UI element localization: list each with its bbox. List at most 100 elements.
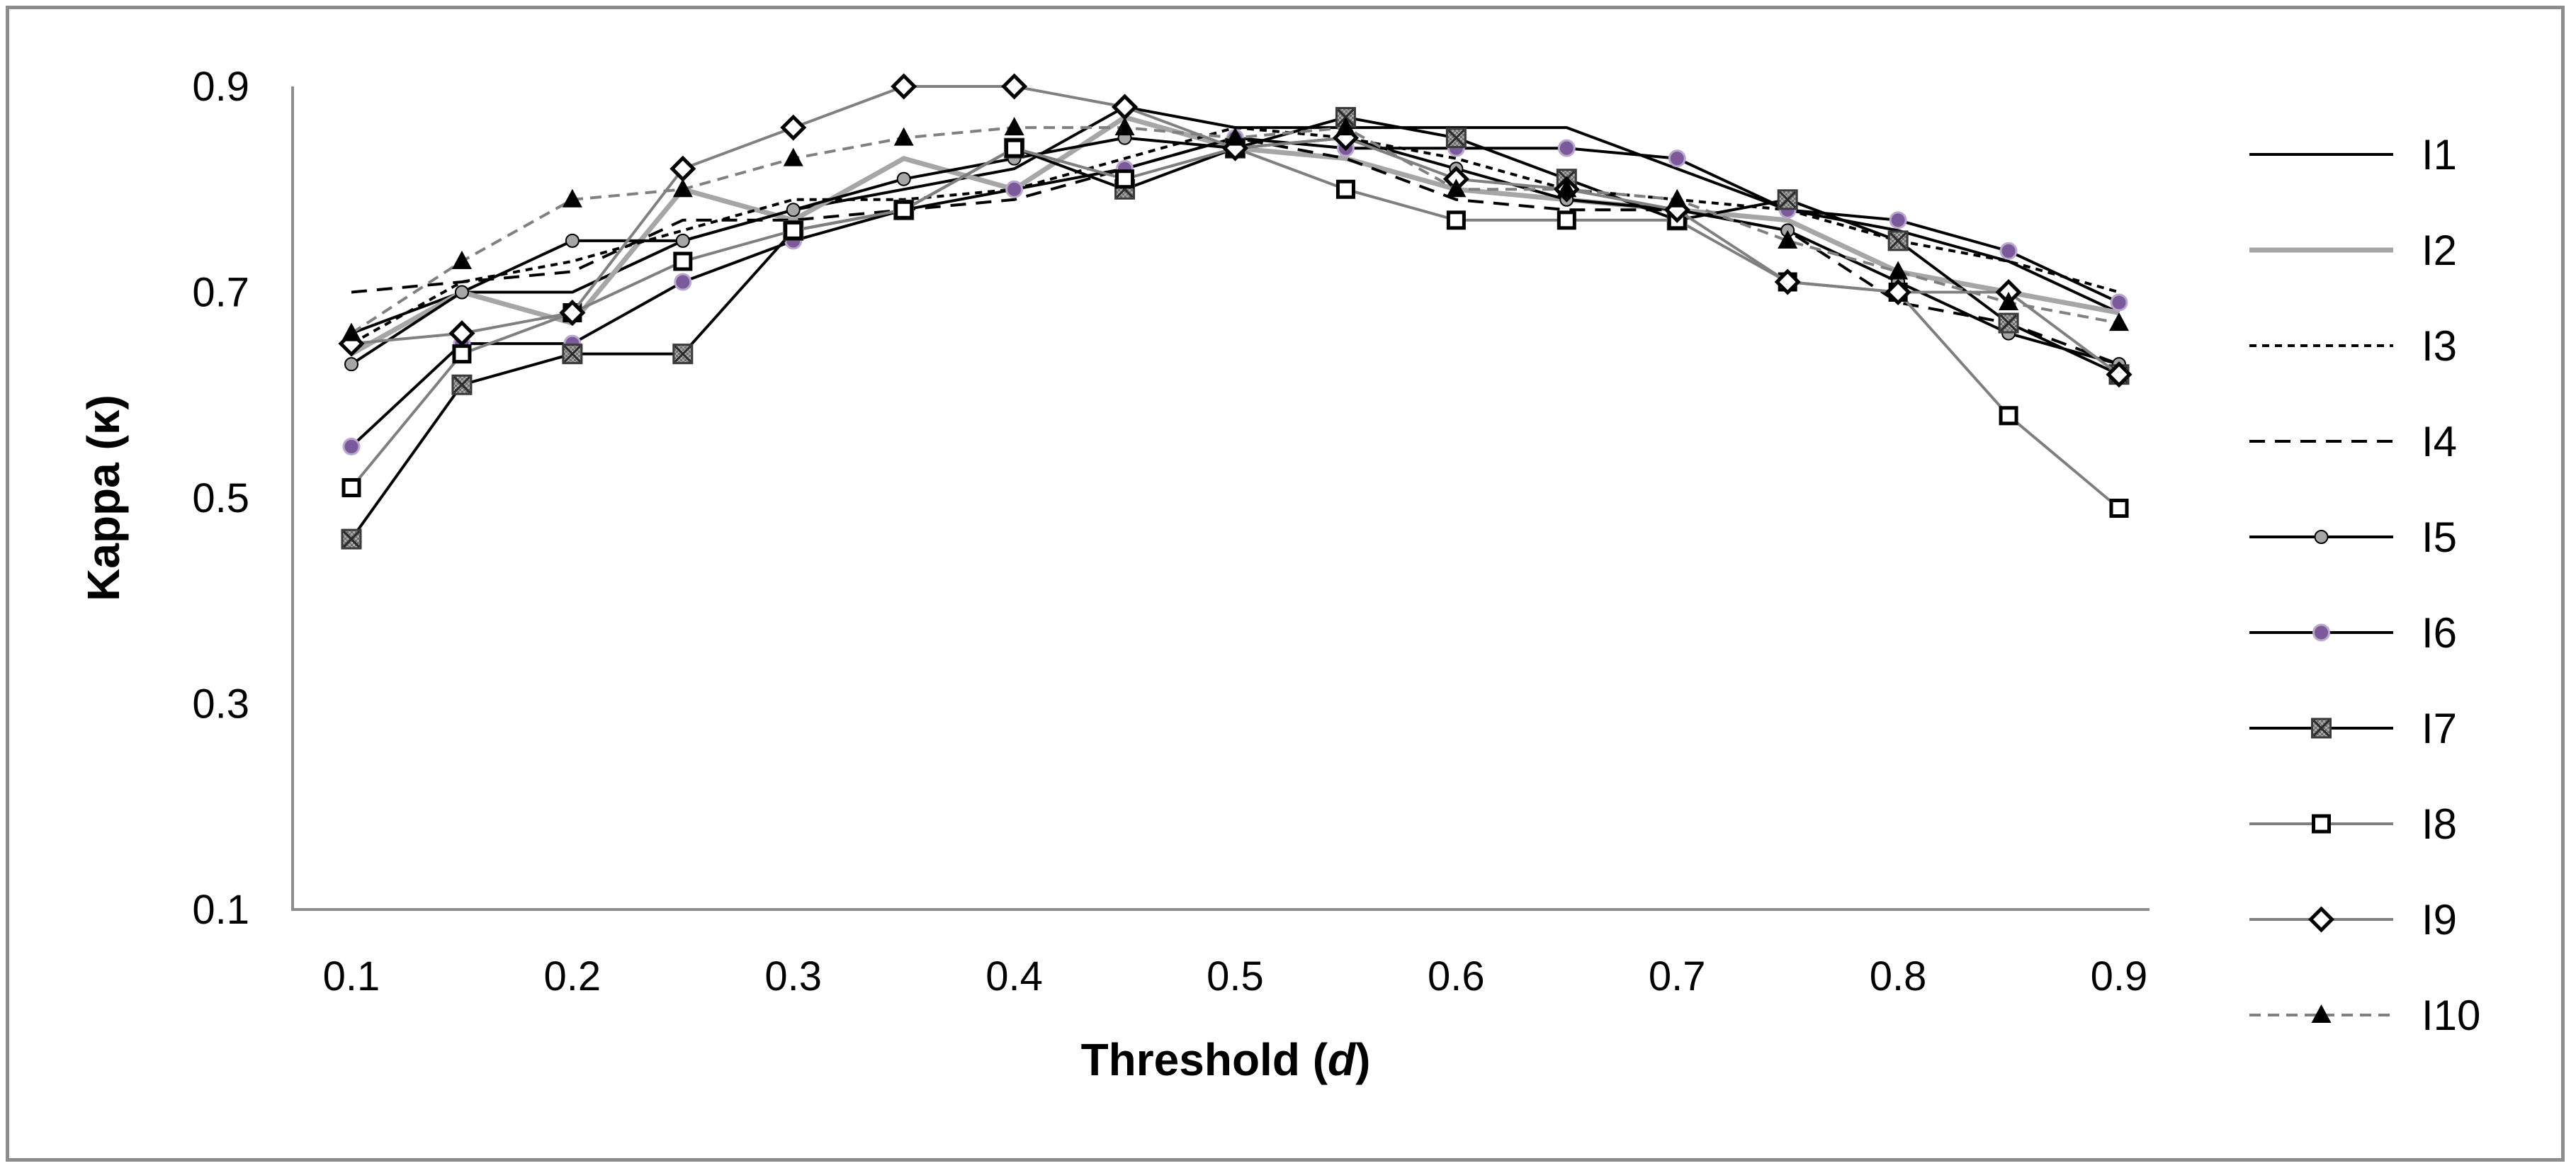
x-tick-label: 0.3: [764, 953, 822, 999]
legend-marker-i7: [2311, 718, 2332, 739]
data-point-i8: [1999, 406, 2018, 426]
data-point-i10: [562, 188, 582, 208]
legend-item-i8: I8: [2249, 800, 2457, 848]
data-point-i8: [894, 200, 914, 220]
data-point-i9: [891, 73, 917, 100]
data-point-i8: [2109, 499, 2129, 518]
data-point-i9: [2106, 361, 2132, 388]
legend-label-i6: I6: [2422, 609, 2457, 657]
data-point-i6: [1889, 211, 1907, 230]
legend-label-i8: I8: [2422, 800, 2457, 848]
series-i7: [341, 107, 2130, 550]
series-layer: [338, 73, 2132, 550]
x-tick-label: 0.7: [1649, 953, 1706, 999]
x-tick-labels: 0.1 0.2 0.3 0.4 0.5 0.6 0.7 0.8 0.9: [323, 953, 2148, 999]
data-point-i10: [1335, 117, 1356, 136]
data-point-i9: [1112, 94, 1139, 120]
data-point-i8: [452, 344, 472, 364]
data-point-i5: [454, 285, 469, 300]
data-point-i7: [451, 374, 473, 395]
data-point-i8: [673, 251, 693, 271]
data-point-i5: [344, 357, 358, 372]
legend-item-i9: I9: [2249, 896, 2457, 944]
data-point-i10: [341, 322, 361, 341]
data-point-i10: [783, 147, 803, 166]
legend-item-i5: I5: [2249, 514, 2457, 561]
data-point-i7: [1998, 312, 2019, 334]
y-tick-label: 0.3: [192, 681, 249, 727]
data-point-i5: [896, 171, 911, 186]
data-point-i5: [675, 233, 690, 248]
data-point-i10: [2109, 312, 2129, 332]
data-point-i10: [1778, 230, 1798, 249]
series-i9: [338, 73, 2132, 388]
x-tick-label: 0.4: [985, 953, 1043, 999]
data-point-i10: [1557, 178, 1577, 198]
data-point-i10: [451, 250, 472, 269]
x-axis-title-text: Threshold (: [1081, 1034, 1328, 1085]
legend-marker-i5: [2314, 530, 2329, 544]
x-axis-title-variable: d: [1328, 1034, 1357, 1085]
x-axis-title: Threshold (d): [1081, 1034, 1371, 1085]
x-tick-label: 0.9: [2091, 953, 2148, 999]
x-tick-label: 0.2: [544, 953, 601, 999]
series-i10: [341, 117, 2129, 341]
axes: [291, 86, 2150, 911]
legend-item-i6: I6: [2249, 609, 2457, 657]
data-point-i10: [1667, 188, 1688, 208]
data-point-i9: [780, 114, 807, 141]
series-line-i8: [350, 147, 2120, 510]
data-point-i6: [2110, 293, 2128, 312]
data-point-i6: [1668, 149, 1686, 168]
data-point-i6: [674, 273, 692, 291]
legend-item-i7: I7: [2249, 705, 2457, 752]
data-point-i7: [1887, 230, 1909, 251]
data-point-i10: [1888, 261, 1909, 280]
data-point-i9: [448, 320, 475, 347]
data-point-i10: [672, 178, 693, 198]
data-point-i8: [1115, 169, 1135, 189]
x-tick-label: 0.8: [1870, 953, 1927, 999]
data-point-i8: [784, 220, 803, 240]
chart-frame: [6, 6, 2565, 1162]
legend-label-i9: I9: [2422, 896, 2457, 944]
x-axis-title-close: ): [1355, 1034, 1370, 1085]
data-point-i6: [1999, 242, 2018, 260]
data-point-i5: [786, 203, 801, 217]
legend-item-i10: I10: [2249, 992, 2480, 1039]
data-point-i7: [1777, 189, 1798, 210]
data-point-i6: [342, 437, 361, 455]
y-tick-labels: 0.1 0.3 0.5 0.7 0.9: [192, 64, 249, 933]
legend-label-i1: I1: [2422, 131, 2457, 178]
data-point-i8: [1005, 138, 1024, 158]
legend-item-i1: I1: [2249, 131, 2457, 178]
data-point-i8: [1335, 179, 1355, 199]
legend-label-i4: I4: [2422, 418, 2457, 465]
y-tick-label: 0.7: [192, 270, 249, 316]
data-point-i10: [1225, 127, 1245, 146]
data-point-i9: [559, 300, 586, 327]
data-point-i10: [1999, 292, 2019, 311]
data-point-i8: [341, 477, 361, 497]
data-point-i7: [1445, 128, 1467, 149]
data-point-i6: [1005, 180, 1024, 198]
legend-label-i5: I5: [2422, 514, 2457, 561]
data-point-i10: [893, 127, 914, 146]
legend-item-i4: I4: [2249, 418, 2457, 465]
legend-item-i3: I3: [2249, 322, 2457, 370]
legend-marker-i9: [2307, 906, 2335, 933]
series-i6: [342, 129, 2128, 455]
legend-item-i2: I2: [2249, 227, 2457, 274]
legend: I1 I2 I3 I4 I5 I6 I7 I8 I9 I10: [2249, 131, 2480, 1039]
data-point-i7: [562, 344, 583, 365]
legend-marker-i6: [2312, 623, 2330, 642]
y-tick-label: 0.5: [192, 475, 249, 521]
x-tick-label: 0.6: [1428, 953, 1485, 999]
x-tick-label: 0.5: [1207, 953, 1264, 999]
x-tick-label: 0.1: [323, 953, 380, 999]
data-point-i10: [1004, 117, 1024, 136]
series-line-i7: [350, 115, 2120, 540]
legend-label-i3: I3: [2422, 322, 2457, 370]
y-axis-title: Kappa (κ): [78, 395, 129, 601]
